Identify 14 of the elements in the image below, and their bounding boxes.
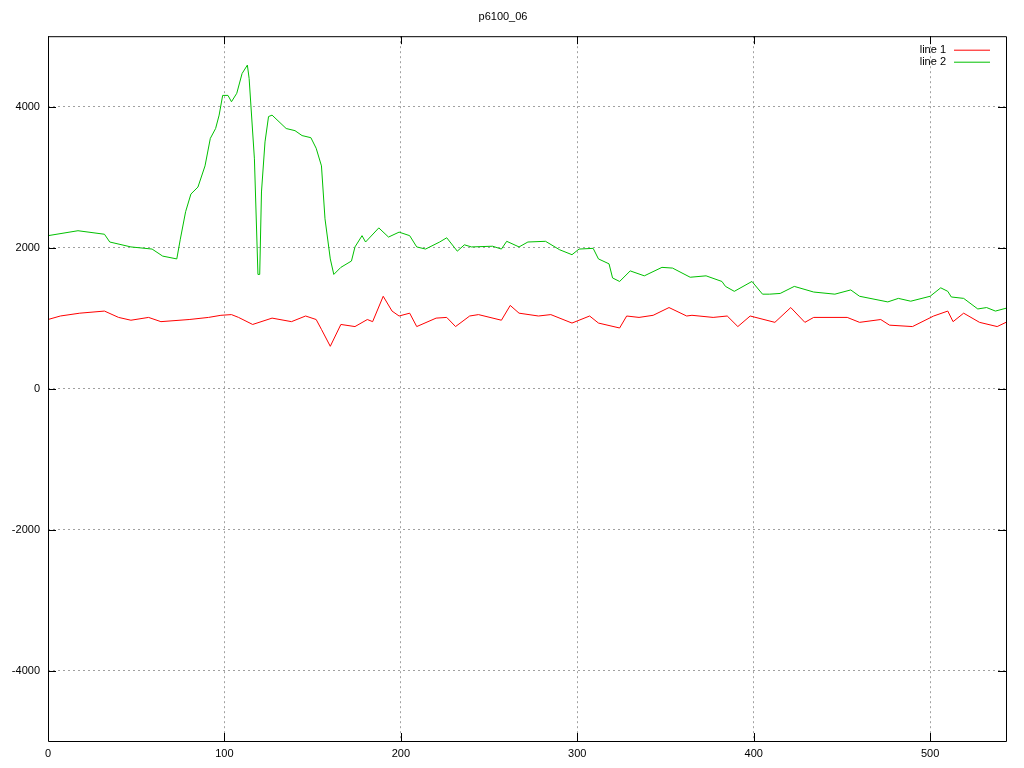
y-tick-label: -2000 [11,522,40,535]
legend-label: line 1 [919,43,946,56]
x-tick-label: 100 [215,746,234,759]
y-tick-label: 4000 [15,99,40,112]
x-tick-label: 200 [391,746,411,759]
x-tick-label: 500 [920,746,940,759]
x-tick-label: 300 [568,746,587,759]
y-tick-label: 2000 [15,240,40,253]
x-tick-label: 0 [44,746,52,759]
chart-title: p6100_06 [478,9,528,22]
legend-label: line 2 [919,55,946,68]
x-tick-label: 400 [744,746,763,759]
y-tick-label: -4000 [11,663,40,676]
y-tick-label: 0 [33,381,40,394]
